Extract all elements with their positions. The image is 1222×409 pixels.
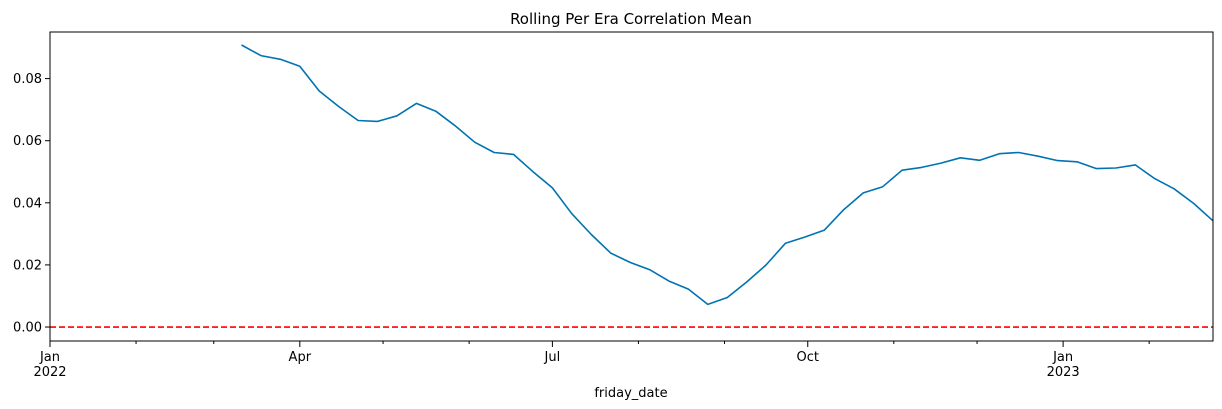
x-tick-label: Jul bbox=[544, 350, 561, 365]
series-line-0 bbox=[241, 44, 1214, 306]
y-tick-label: 0.02 bbox=[13, 258, 42, 273]
plot-area bbox=[50, 44, 1214, 328]
x-tick-label: Jan bbox=[1052, 350, 1073, 365]
chart-title: Rolling Per Era Correlation Mean bbox=[510, 10, 752, 28]
x-tick-label: Oct bbox=[797, 350, 819, 365]
x-axis-label: friday_date bbox=[594, 386, 667, 401]
y-tick-label: 0.06 bbox=[13, 134, 42, 149]
x-tick-year-label: 2022 bbox=[33, 365, 66, 380]
plot-frame bbox=[49, 31, 1214, 342]
y-tick-label: 0.00 bbox=[13, 321, 42, 336]
x-tick-year-label: 2023 bbox=[1047, 365, 1080, 380]
x-tick-label: Jan bbox=[39, 350, 60, 365]
y-axis: 0.00 0.02 0.04 0.06 0.08 bbox=[13, 72, 50, 336]
y-tick-label: 0.04 bbox=[13, 196, 42, 211]
x-tick-label: Apr bbox=[289, 350, 312, 365]
y-tick-label: 0.08 bbox=[13, 72, 42, 87]
